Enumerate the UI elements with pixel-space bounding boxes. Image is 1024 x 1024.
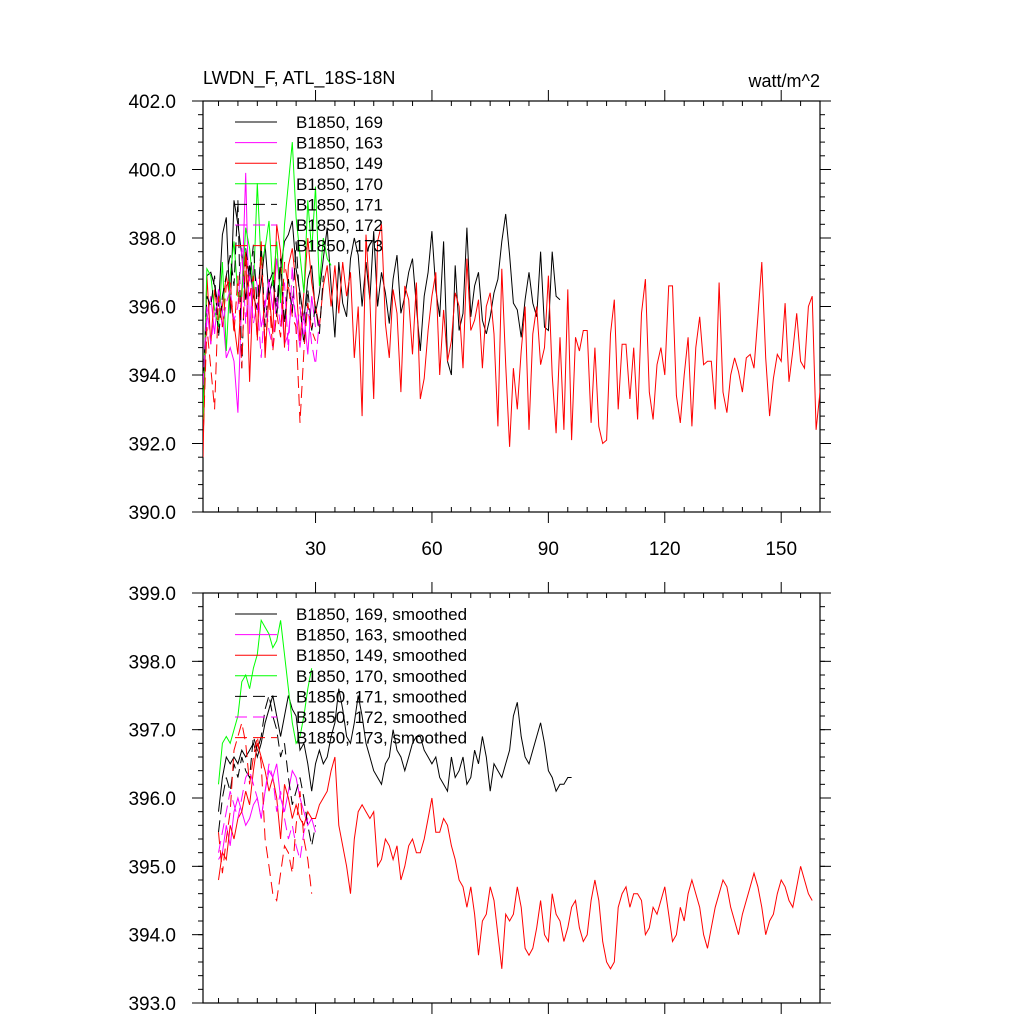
series-line [218,695,316,846]
series-line [203,224,820,458]
chart-units-label: watt/m^2 [748,71,820,91]
y-tick-label: 394.0 [128,926,176,947]
legend-label: B1850, 149 [296,154,383,173]
x-tick-label: 150 [765,539,797,560]
legend-label: B1850, 171, smoothed [296,687,467,706]
y-tick-label: 392.0 [128,435,176,456]
bottom-panel: 393.0 394.0 395.0 396.0 397.0 398.0 399.0 B1850… [128,582,831,1015]
x-tick-label: 90 [538,539,559,560]
y-tick-label: 396.0 [128,789,176,810]
y-tick-label: 399.0 [128,584,176,605]
legend-label: B1850, 173, smoothed [296,729,467,748]
y-tick-label: 394.0 [128,366,176,387]
y-tick-label: 395.0 [128,857,176,878]
y-tick-label: 393.0 [128,994,176,1015]
y-tick-label: 396.0 [128,298,176,319]
legend-label: B1850, 169 [296,113,383,132]
legend-label: B1850, 172, smoothed [296,708,467,727]
y-tick-label: 390.0 [128,503,176,524]
series-line [218,743,813,970]
x-tick-label: 60 [421,539,442,560]
legend-label: B1850, 149, smoothed [296,646,467,665]
y-tick-label: 398.0 [128,652,176,673]
series-line [218,618,313,785]
legend-label: B1850, 170 [296,175,383,194]
legend-label: B1850, 169, smoothed [296,605,467,624]
y-tick-label: 402.0 [128,92,176,113]
legend-label: B1850, 173 [296,237,383,256]
series-group [203,142,820,458]
legend-label: B1850, 172 [296,216,383,235]
x-tick-label: 30 [305,539,326,560]
legend-label: B1850, 163 [296,134,383,153]
y-tick-label: 398.0 [128,229,176,250]
series-line [203,244,316,444]
y-tick-label: 400.0 [128,161,176,182]
series-group [218,618,813,970]
legend-label: B1850, 163, smoothed [296,626,467,645]
series-line [218,722,313,903]
series-line [218,763,309,860]
legend-label: B1850, 170, smoothed [296,667,467,686]
x-tick-label: 120 [649,539,681,560]
series-line [218,688,572,812]
top-panel: 30 60 90 120 150 390.0 392.0 394.0 396.0 398.0 400… [128,90,831,560]
legend-label: B1850, 171 [296,195,383,214]
y-tick-label: 397.0 [128,721,176,742]
chart-title: LWDN_F, ATL_18S-18N [203,68,395,89]
